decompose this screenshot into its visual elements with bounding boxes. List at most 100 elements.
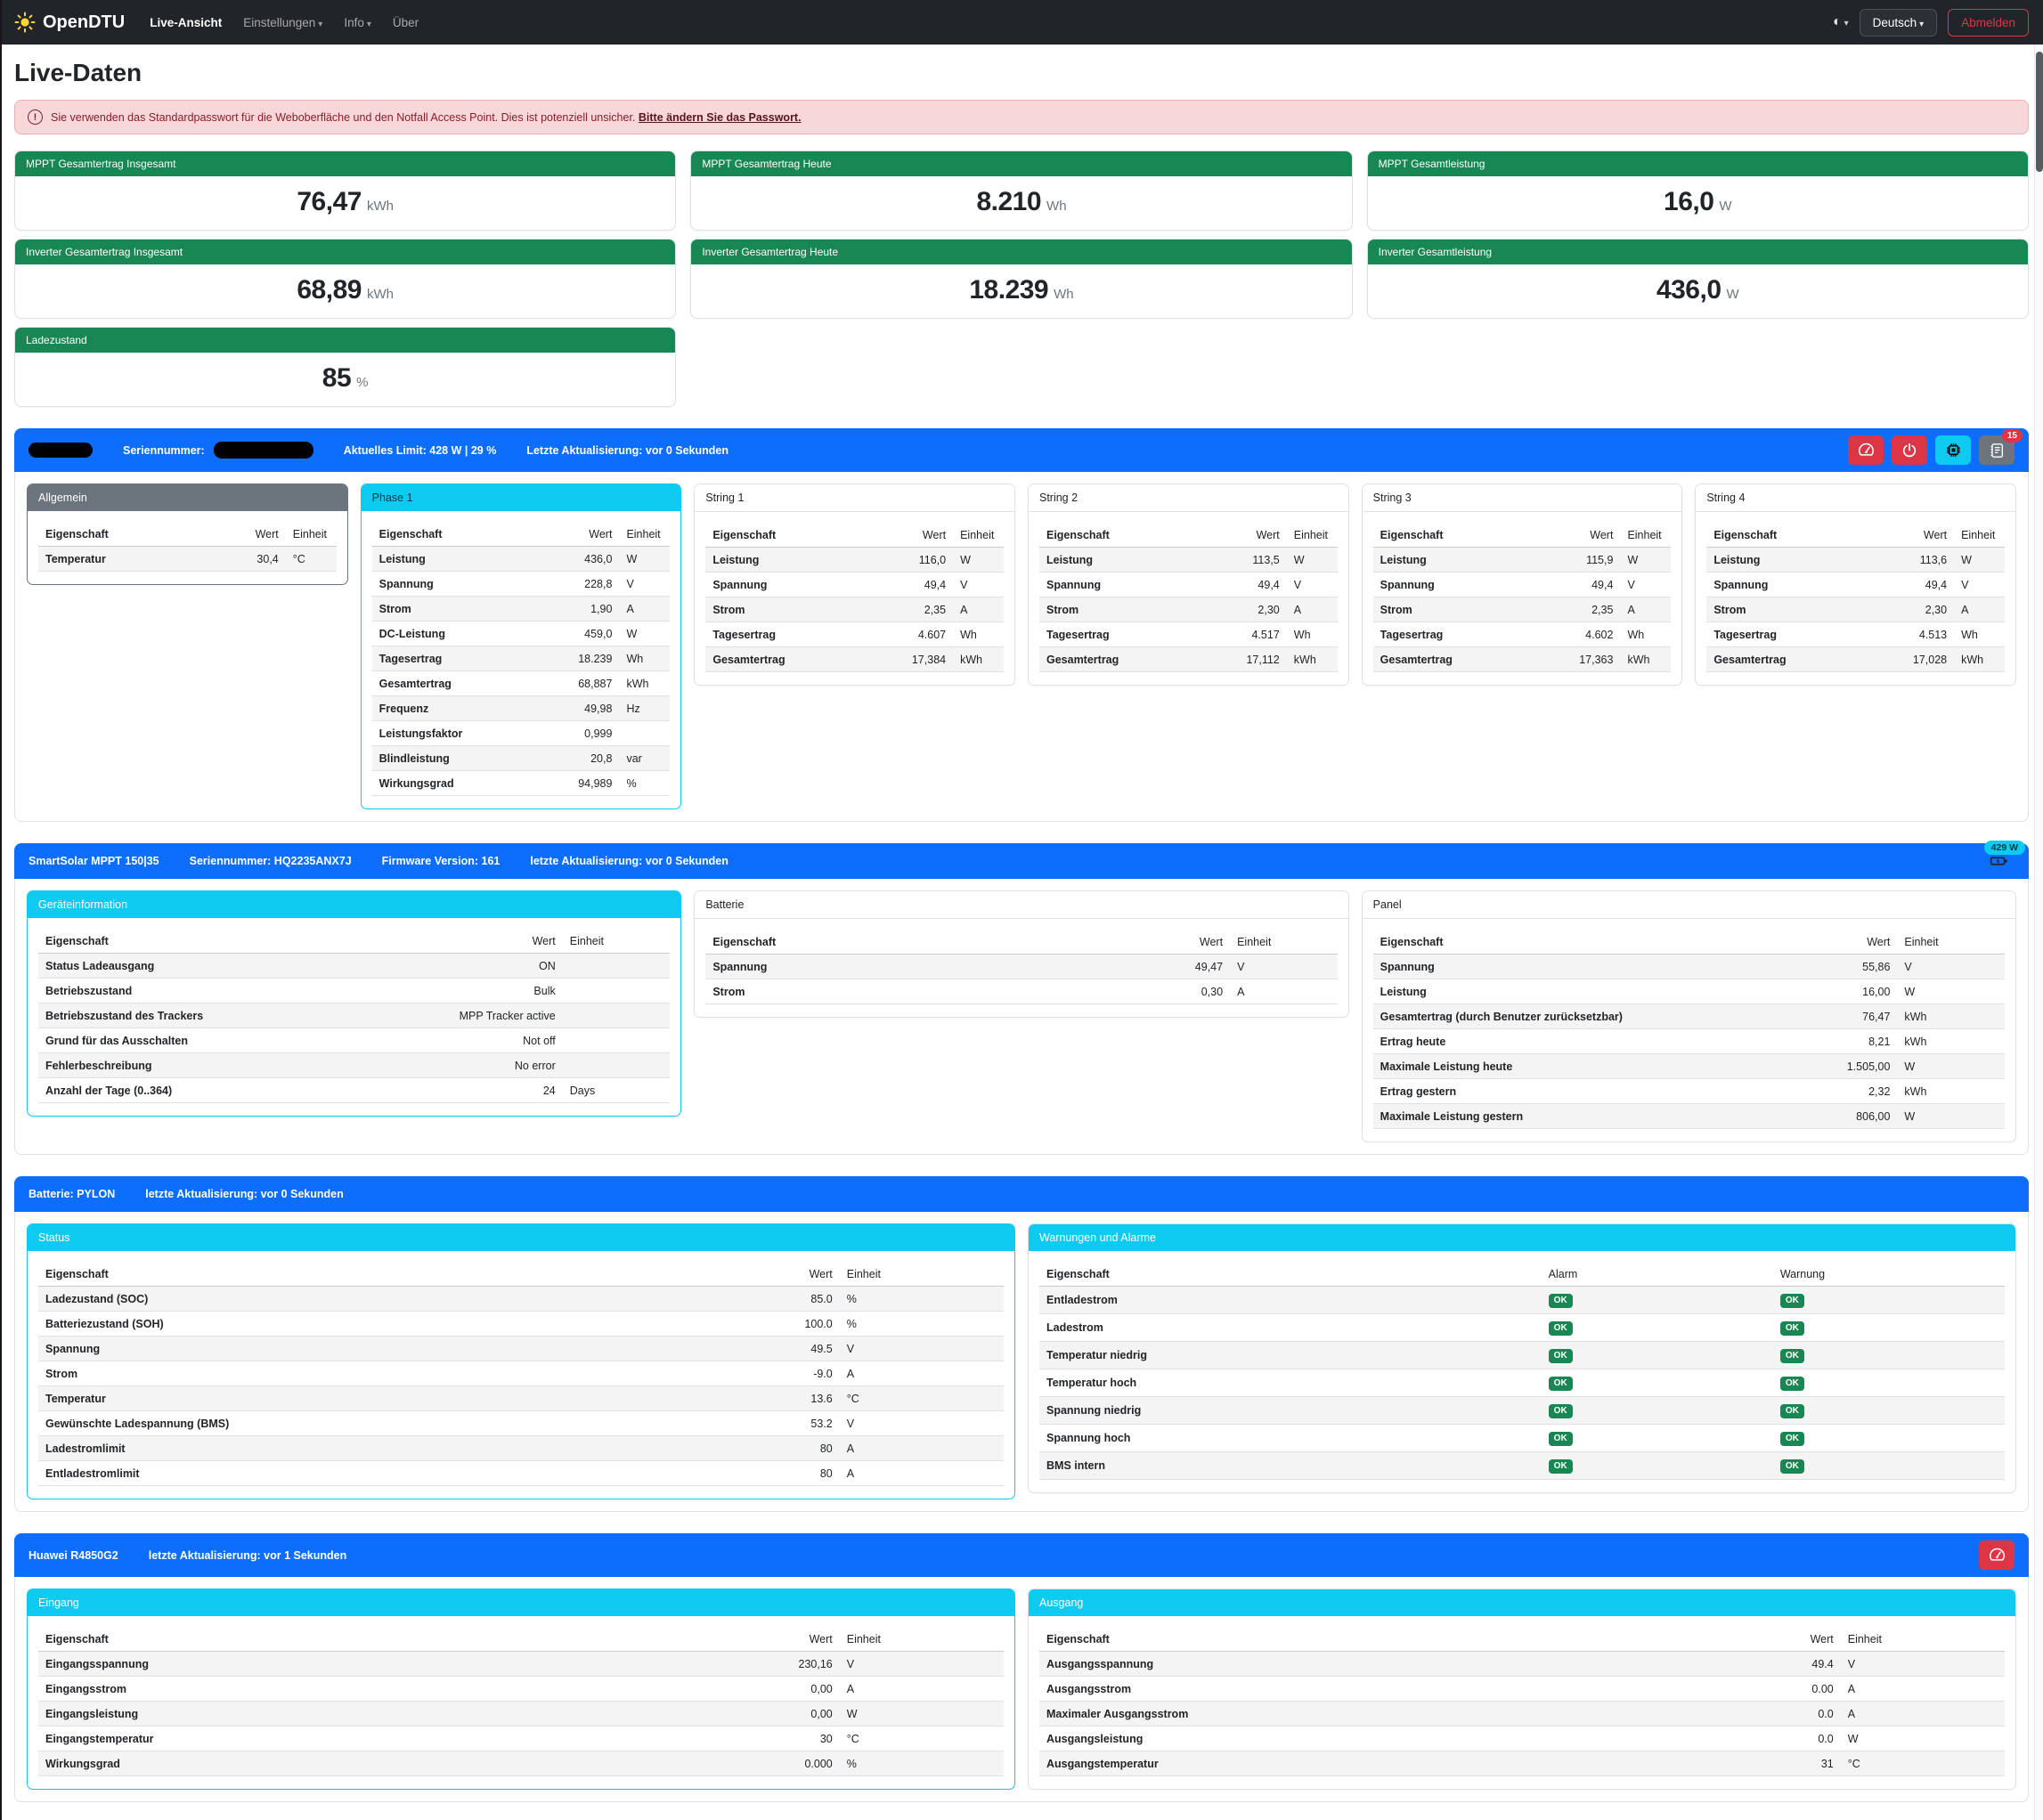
language-select[interactable]: Deutsch ▾ — [1859, 8, 1938, 37]
nav-item-info[interactable]: Info ▾ — [344, 15, 371, 29]
row-unit: V — [1627, 578, 1635, 591]
event-log-button[interactable]: 15 — [1979, 429, 2023, 465]
chevron-down-icon: ▾ — [366, 19, 371, 29]
table-header-row: Eigenschaft Wert Einheit — [1372, 523, 1672, 548]
row-property: Leistung — [1380, 553, 1427, 566]
column-header: Einheit — [1897, 930, 2005, 955]
row-value: OK — [1542, 1397, 1773, 1425]
row-unit: A — [1293, 603, 1302, 616]
row-value: 16,00 — [1862, 985, 1891, 998]
table-card-title: String 2 — [1028, 484, 1348, 512]
logout-button[interactable]: Abmelden — [1948, 8, 2029, 37]
summary-column-2: MPPT Gesamtertrag Heute 8.210 Wh Inverter G… — [690, 150, 1353, 319]
inverter-section: Seriennummer: Aktuelles Limit: 428 W | 2… — [14, 428, 2029, 822]
scrollbar-thumb[interactable] — [2035, 52, 2043, 172]
row-value: 230,16 — [798, 1657, 833, 1670]
charger-power-badge: 429 W — [1983, 841, 2025, 855]
device-info-button[interactable] — [1935, 435, 1971, 465]
summary-card-body: 68,89 kWh — [15, 264, 675, 318]
row-unit: % — [846, 1757, 857, 1770]
row-unit: A — [1237, 985, 1245, 998]
nav-item-einstellungen[interactable]: Einstellungen ▾ — [243, 15, 323, 29]
summary-card-title: MPPT Gesamtleistung — [1367, 151, 2028, 176]
status-ok-badge: OK — [1548, 1431, 1573, 1446]
row-property: Gesamtertrag (durch Benutzer zurücksetzb… — [1380, 1010, 1623, 1023]
summary-card-title: Ladezustand — [15, 328, 676, 353]
row-unit: W — [626, 627, 638, 640]
summary-card-value: 68,89 — [297, 275, 362, 305]
summary-card-value: 18.239 — [969, 275, 1049, 305]
row-unit: W — [1904, 1060, 1916, 1073]
row-value: OK — [1542, 1425, 1773, 1452]
table-row: Ausgangsstrom 0.00 A — [1039, 1677, 2005, 1702]
row-property: Entladestrom — [1046, 1294, 1118, 1306]
brand[interactable]: OpenDTU — [14, 12, 125, 33]
row-value: Not off — [523, 1034, 556, 1047]
table-row: Maximaler Ausgangsstrom 0.0 A — [1039, 1701, 2005, 1727]
row-property: Spannung hoch — [1046, 1432, 1131, 1444]
row-property: Leistung — [1380, 985, 1427, 998]
row-property: DC-Leistung — [378, 627, 445, 640]
chevron-down-icon: ▾ — [1919, 19, 1925, 29]
chevron-down-icon: ▾ — [318, 19, 323, 29]
properties-table: Eigenschaft Wert Einheit Leistung 436,0 W Span… — [371, 522, 671, 796]
row-value: 115,9 — [1586, 553, 1614, 566]
table-card-body: Eigenschaft Wert Einheit Leistung 436,0 W Span… — [362, 511, 681, 808]
row-value: 18.239 — [578, 652, 613, 665]
victron-section-header: SmartSolar MPPT 150|35 Seriennummer: HQ2… — [14, 841, 2029, 879]
huawei-name-label: Huawei R4850G2 — [28, 1548, 118, 1562]
row-unit: kWh — [1293, 653, 1316, 666]
change-password-link[interactable]: Bitte ändern Sie das Passwort. — [638, 110, 802, 124]
row-property: Leistung — [378, 552, 426, 565]
column-header: Wert — [449, 929, 563, 954]
properties-table: Eigenschaft Wert Einheit Spannung 55,86 V Leis… — [1372, 930, 2005, 1129]
properties-table: Eigenschaft Wert Einheit Spannung 49,47 V Stro… — [705, 930, 1338, 1004]
row-property: Anzahl der Tage (0..364) — [45, 1084, 173, 1097]
nav-item-ueber[interactable]: Über — [392, 15, 419, 29]
column-header: Wert — [899, 523, 954, 548]
row-property: Ausgangsstrom — [1046, 1682, 1132, 1695]
row-unit: OK — [1773, 1425, 2005, 1452]
summary-card-title: Inverter Gesamtleistung — [1367, 240, 2028, 264]
limit-settings-button[interactable] — [1979, 1540, 2015, 1570]
row-value: 53.2 — [810, 1417, 833, 1430]
power-button[interactable] — [1892, 435, 1927, 465]
row-property: Strom — [378, 602, 411, 615]
row-value: 2,32 — [1868, 1085, 1891, 1098]
row-property: Spannung — [712, 578, 768, 591]
status-ok-badge: OK — [1548, 1348, 1573, 1363]
victron-firmware-label: Firmware Version: 161 — [381, 855, 501, 867]
column-header: Einheit — [1286, 523, 1338, 548]
row-value: 0,00 — [810, 1682, 833, 1695]
table-row: Ausgangsspannung 49.4 V — [1039, 1651, 2005, 1677]
table-row: Spannung 49,4 V — [1706, 573, 2005, 597]
nav-item-live-ansicht[interactable]: Live-Ansicht — [150, 15, 223, 29]
row-value: 24 — [542, 1084, 556, 1097]
column-header: Wert — [566, 522, 620, 547]
row-property: Wirkungsgrad — [378, 776, 454, 790]
table-header-row: Eigenschaft Wert Einheit — [371, 522, 671, 547]
table-row: Wirkungsgrad 0.000% — [38, 1751, 1004, 1776]
huawei-section-body: Eingang Eigenschaft Wert Einheit Eingangsspa… — [14, 1577, 2029, 1802]
row-unit: % — [626, 776, 637, 790]
row-unit: kWh — [1904, 1085, 1927, 1098]
table-row: Tagesertrag 4.607 Wh — [705, 622, 1004, 647]
row-unit: OK — [1773, 1287, 2005, 1314]
table-row: Fehlerbeschreibung No error — [38, 1052, 671, 1078]
row-unit: Wh — [1961, 628, 1978, 641]
row-property: Tagesertrag — [712, 628, 776, 641]
summary-card: Ladezustand 85% — [14, 327, 677, 407]
scrollbar[interactable] — [2034, 45, 2043, 1820]
limit-settings-button[interactable] — [1848, 435, 1884, 465]
column-header: Einheit — [562, 929, 671, 954]
row-property: Leistungsfaktor — [378, 727, 463, 740]
table-row: Leistung 16,00 W — [1372, 979, 2005, 1004]
card-phase-1: Phase 1 Eigenschaft Wert Einheit Leistung 436… — [360, 483, 682, 809]
row-unit: V — [846, 1657, 855, 1670]
row-value: 49.4 — [1811, 1657, 1834, 1670]
properties-table: Eigenschaft Wert Einheit Leistung 113,6 W Span… — [1706, 523, 2005, 672]
summary-card-value: 16,0 — [1664, 187, 1714, 216]
row-value: 80 — [819, 1442, 833, 1455]
theme-toggle-button[interactable]: ◐ ▾ — [1833, 14, 1849, 30]
summary-column-3: MPPT Gesamtleistung 16,0 W Inverter Gesamtl… — [1366, 150, 2029, 319]
